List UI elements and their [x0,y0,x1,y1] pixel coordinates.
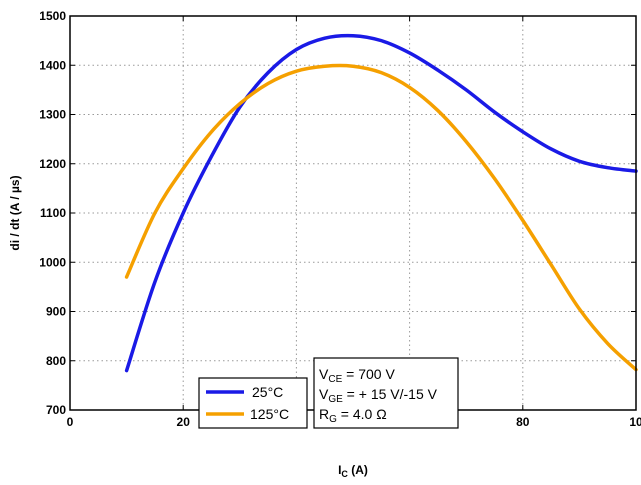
y-tick-label: 1200 [39,157,66,171]
legend-label-125c: 125°C [250,406,289,422]
y-tick-label: 700 [46,403,66,417]
legend-box [198,377,308,429]
x-tick-label: 20 [177,415,191,429]
series-group [124,33,638,373]
legend-label-25c: 25°C [252,384,283,400]
conditions-frame [313,357,459,429]
condition-vce: VCE = 700 V [319,366,395,385]
y-tick-label: 900 [46,305,66,319]
y-axis-label: di / dt (A / µs) [8,175,22,250]
plot-area [70,16,636,410]
y-tick-label: 1100 [40,206,66,220]
x-tick-label: 0 [67,415,74,429]
x-tick-label: 10 [629,415,641,429]
y-tick-label: 1300 [39,108,66,122]
condition-rg: RG = 4.0 Ω [319,406,387,425]
y-tick-label: 1000 [39,255,66,269]
series-line-25c [124,33,638,373]
y-tick-label: 800 [46,354,66,368]
conditions-box: VCE = 700 V VGE = + 15 V/-15 V RG = 4.0 … [313,357,459,429]
condition-vge: VGE = + 15 V/-15 V [319,386,438,405]
y-tick-labels: 700 800 900 1000 1100 1200 1300 1400 1500 [39,9,66,417]
y-tick-label: 1400 [39,58,66,72]
x-axis-label: IC (A) [338,463,368,479]
y-tick-label: 1500 [39,9,66,23]
x-tick-label: 80 [516,415,530,429]
series-line-125c [124,63,638,372]
legend: 25°C 125°C [198,377,308,429]
